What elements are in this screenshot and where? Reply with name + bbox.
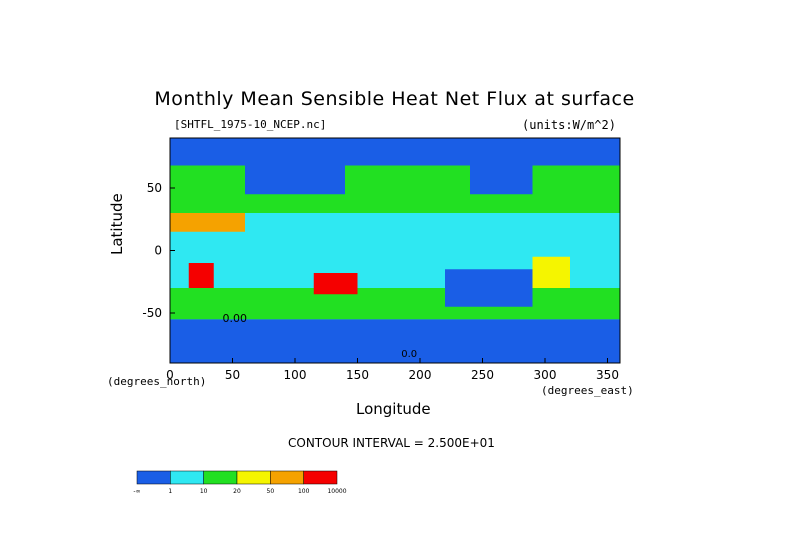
x-axis-label: Longitude bbox=[356, 400, 431, 418]
colorbar-tick-label: 50 bbox=[267, 488, 275, 495]
x-tick-label: 0 bbox=[166, 368, 174, 382]
heatmap-region-sahara bbox=[170, 213, 220, 232]
colorbar: -∞ 1 10 20 50 100 10000 bbox=[133, 470, 347, 495]
contour-interval: CONTOUR INTERVAL = 2.500E+01 bbox=[288, 436, 495, 450]
heatmap-region-antarctica bbox=[170, 331, 620, 363]
colorbar-swatch bbox=[203, 470, 238, 485]
colorbar-swatch bbox=[303, 470, 338, 485]
x-tick-label: 250 bbox=[471, 368, 494, 382]
file-label: [SHTFL_1975-10_NCEP.nc] bbox=[174, 118, 327, 131]
colorbar-tick-label: -∞ bbox=[133, 488, 140, 495]
y-tick-label: -50 bbox=[142, 306, 162, 320]
plot-area: 0.00 0.0 bbox=[169, 137, 621, 364]
units-label: (units:W/m^2) bbox=[522, 118, 616, 132]
heatmap-region-south-america bbox=[532, 256, 570, 288]
colorbar-tick-label: 1 bbox=[168, 488, 172, 495]
x-axis-units: (degrees_east) bbox=[541, 384, 634, 397]
y-tick-label: 50 bbox=[147, 181, 162, 195]
y-axis-units: (degrees_north) bbox=[107, 375, 207, 388]
heatmap-region-north-america bbox=[470, 163, 533, 195]
heatmap-region-north-atlantic-pacific bbox=[170, 165, 620, 213]
colorbar-swatch bbox=[236, 470, 271, 485]
x-tick-label: 200 bbox=[409, 368, 432, 382]
heatmap-region-southern-africa bbox=[188, 263, 214, 288]
y-axis-label: Latitude bbox=[108, 193, 126, 255]
colorbar-swatch bbox=[136, 470, 171, 485]
heatmap-region-siberia bbox=[245, 163, 345, 195]
x-tick-label: 350 bbox=[596, 368, 619, 382]
x-tick-label: 50 bbox=[225, 368, 240, 382]
colorbar-swatch bbox=[270, 470, 304, 485]
heatmap-region-eastern-south-pacific bbox=[445, 269, 533, 307]
colorbar-tick-label: 20 bbox=[233, 488, 241, 495]
heatmap-region-arctic bbox=[170, 138, 620, 166]
heatmap-region-australia bbox=[313, 273, 358, 295]
x-tick-label: 150 bbox=[346, 368, 369, 382]
colorbar-swatch bbox=[170, 470, 204, 485]
contour-label: 0.0 bbox=[401, 349, 417, 360]
heatmap-region-arabia bbox=[220, 213, 245, 232]
x-tick-label: 300 bbox=[534, 368, 557, 382]
colorbar-tick-label: 100 bbox=[298, 488, 310, 495]
colorbar-tick-label: 10000 bbox=[327, 488, 346, 495]
x-tick-label: 100 bbox=[284, 368, 307, 382]
colorbar-tick-label: 10 bbox=[200, 488, 208, 495]
y-tick-label: 0 bbox=[154, 244, 162, 258]
axes: 0 50 100 150 200 250 300 350 50 0 -50 bbox=[142, 181, 619, 382]
contour-label: 0.00 bbox=[223, 312, 248, 325]
heatmap-region-southern-mid-latitudes bbox=[170, 288, 620, 320]
chart-title: Monthly Mean Sensible Heat Net Flux at s… bbox=[154, 88, 635, 110]
